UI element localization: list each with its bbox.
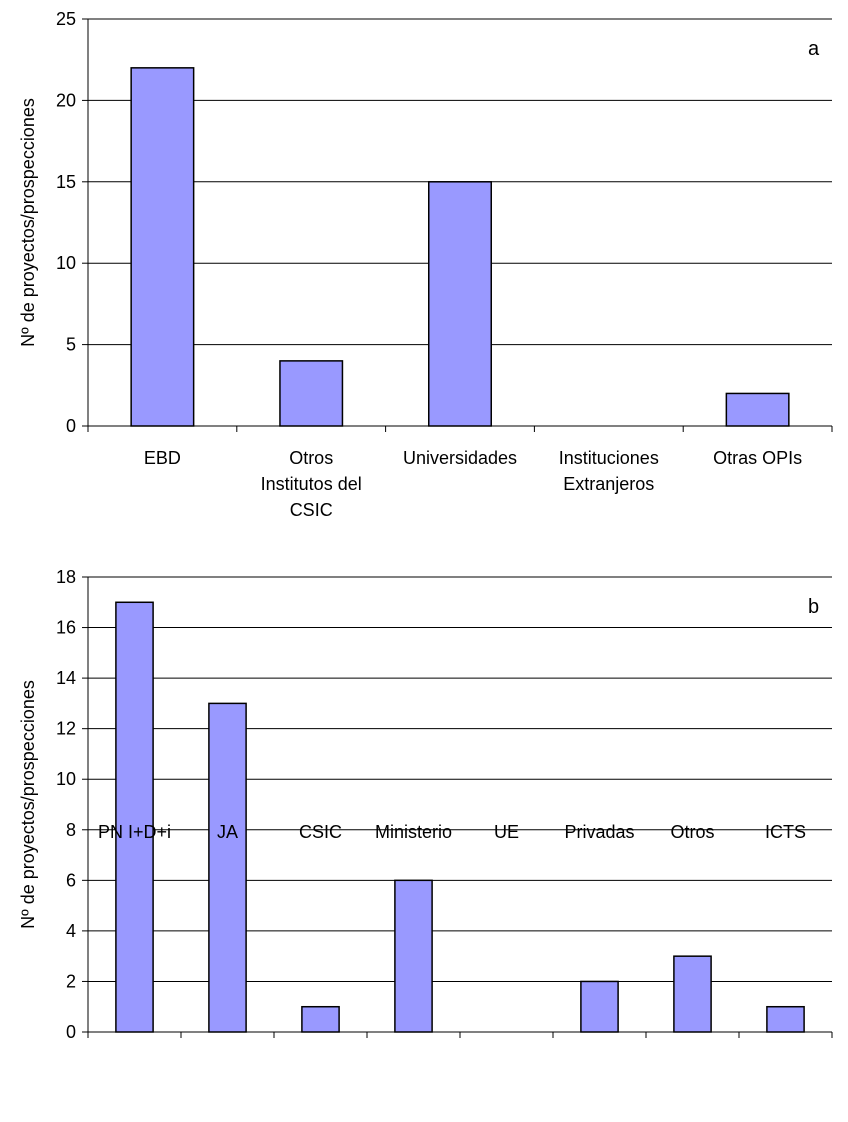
- bar: [580, 980, 619, 1033]
- y-tick-label: 18: [56, 567, 76, 587]
- y-tick-label: 10: [56, 769, 76, 789]
- bar: [115, 601, 154, 1033]
- y-tick-label: 6: [66, 870, 76, 890]
- y-tick-label: 0: [66, 1022, 76, 1042]
- panel-letter: a: [808, 38, 820, 60]
- y-tick-label: 25: [56, 9, 76, 29]
- panel-letter: b: [808, 596, 819, 618]
- x-tick-label: EBD: [144, 448, 181, 468]
- bar: [394, 879, 433, 1033]
- y-tick-label: 20: [56, 90, 76, 110]
- y-tick-label: 5: [66, 335, 76, 355]
- x-tick-label: UE: [494, 822, 519, 842]
- bar: [428, 181, 492, 427]
- x-tick-label: Otras OPIs: [713, 448, 802, 468]
- bar: [130, 67, 195, 427]
- bar: [279, 360, 344, 427]
- chart-panel-a: 0 5 10 15 20 25 EBD Otros Institutos del CSIC Univ…: [18, 9, 833, 520]
- bar: [208, 702, 247, 1033]
- x-tick-label: JA: [217, 822, 238, 842]
- bar: [766, 1005, 805, 1033]
- y-tick-label: 12: [56, 719, 76, 739]
- y-axis-title: Nº de proyectos/prospecciones: [18, 680, 38, 929]
- x-tick-label: Privadas: [564, 822, 634, 842]
- bar: [725, 392, 790, 427]
- bar: [673, 955, 712, 1033]
- x-tick-label: PN I+D+i: [98, 822, 171, 842]
- x-tick-label: Instituciones Extranjeros: [559, 448, 659, 494]
- x-tick-label: Otros: [670, 822, 714, 842]
- y-tick-label: 4: [66, 921, 76, 941]
- y-tick-label: 8: [66, 820, 76, 840]
- x-tick-label: ICTS: [765, 822, 806, 842]
- y-axis-title: Nº de proyectos/prospecciones: [18, 98, 38, 347]
- y-tick-label: 14: [56, 668, 76, 688]
- x-tick-label: Ministerio: [375, 822, 452, 842]
- y-tick-label: 16: [56, 618, 76, 638]
- x-tick-label: Otros Institutos del CSIC: [261, 448, 362, 520]
- y-tick-label: 15: [56, 172, 76, 192]
- y-tick-label: 0: [66, 416, 76, 436]
- y-tick-label: 2: [66, 971, 76, 991]
- chart-panel-b: 0 2 4 6 8 10 12 14 16 18 PN I+D+i JA CSIC Ministerio U…: [18, 567, 833, 1042]
- x-tick-label: Universidades: [403, 448, 517, 468]
- y-tick-label: 10: [56, 253, 76, 273]
- bar: [301, 1005, 340, 1033]
- x-tick-label: CSIC: [299, 822, 342, 842]
